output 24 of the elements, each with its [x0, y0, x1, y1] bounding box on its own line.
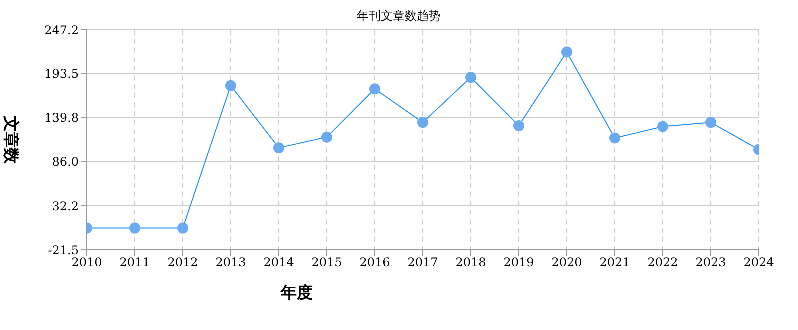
x-tick-label: 2019: [504, 256, 534, 270]
chart-title: 年刊文章数趋势: [356, 8, 442, 25]
x-tick-label: 2023: [696, 256, 726, 270]
x-tick-label: 2014: [264, 256, 295, 270]
x-tick-label: 2013: [216, 256, 246, 270]
x-axis-title: 年度: [280, 283, 313, 302]
x-tick-label: 2021: [600, 256, 630, 270]
y-tick-label: 193.5: [44, 67, 79, 82]
y-axis-title: 文章数: [2, 115, 21, 165]
x-tick-label: 2022: [648, 256, 678, 270]
x-tick-label: 2010: [72, 256, 102, 270]
x-tick-label: 2024: [744, 256, 775, 270]
y-tick-label: 32.2: [52, 199, 79, 214]
y-tick-label: 139.8: [44, 111, 79, 126]
x-tick-label: 2012: [168, 256, 198, 270]
x-tick-label: 2020: [552, 256, 582, 270]
y-tick-label: -21.5: [48, 243, 79, 258]
x-tick-label: 2011: [120, 256, 150, 270]
x-tick-label: 2015: [312, 256, 342, 270]
y-tick-label: 247.2: [44, 23, 79, 38]
y-tick-label: 86.0: [52, 155, 79, 170]
x-tick-label: 2018: [456, 256, 486, 270]
x-tick-label: 2016: [360, 256, 390, 270]
x-tick-label: 2017: [408, 256, 438, 270]
